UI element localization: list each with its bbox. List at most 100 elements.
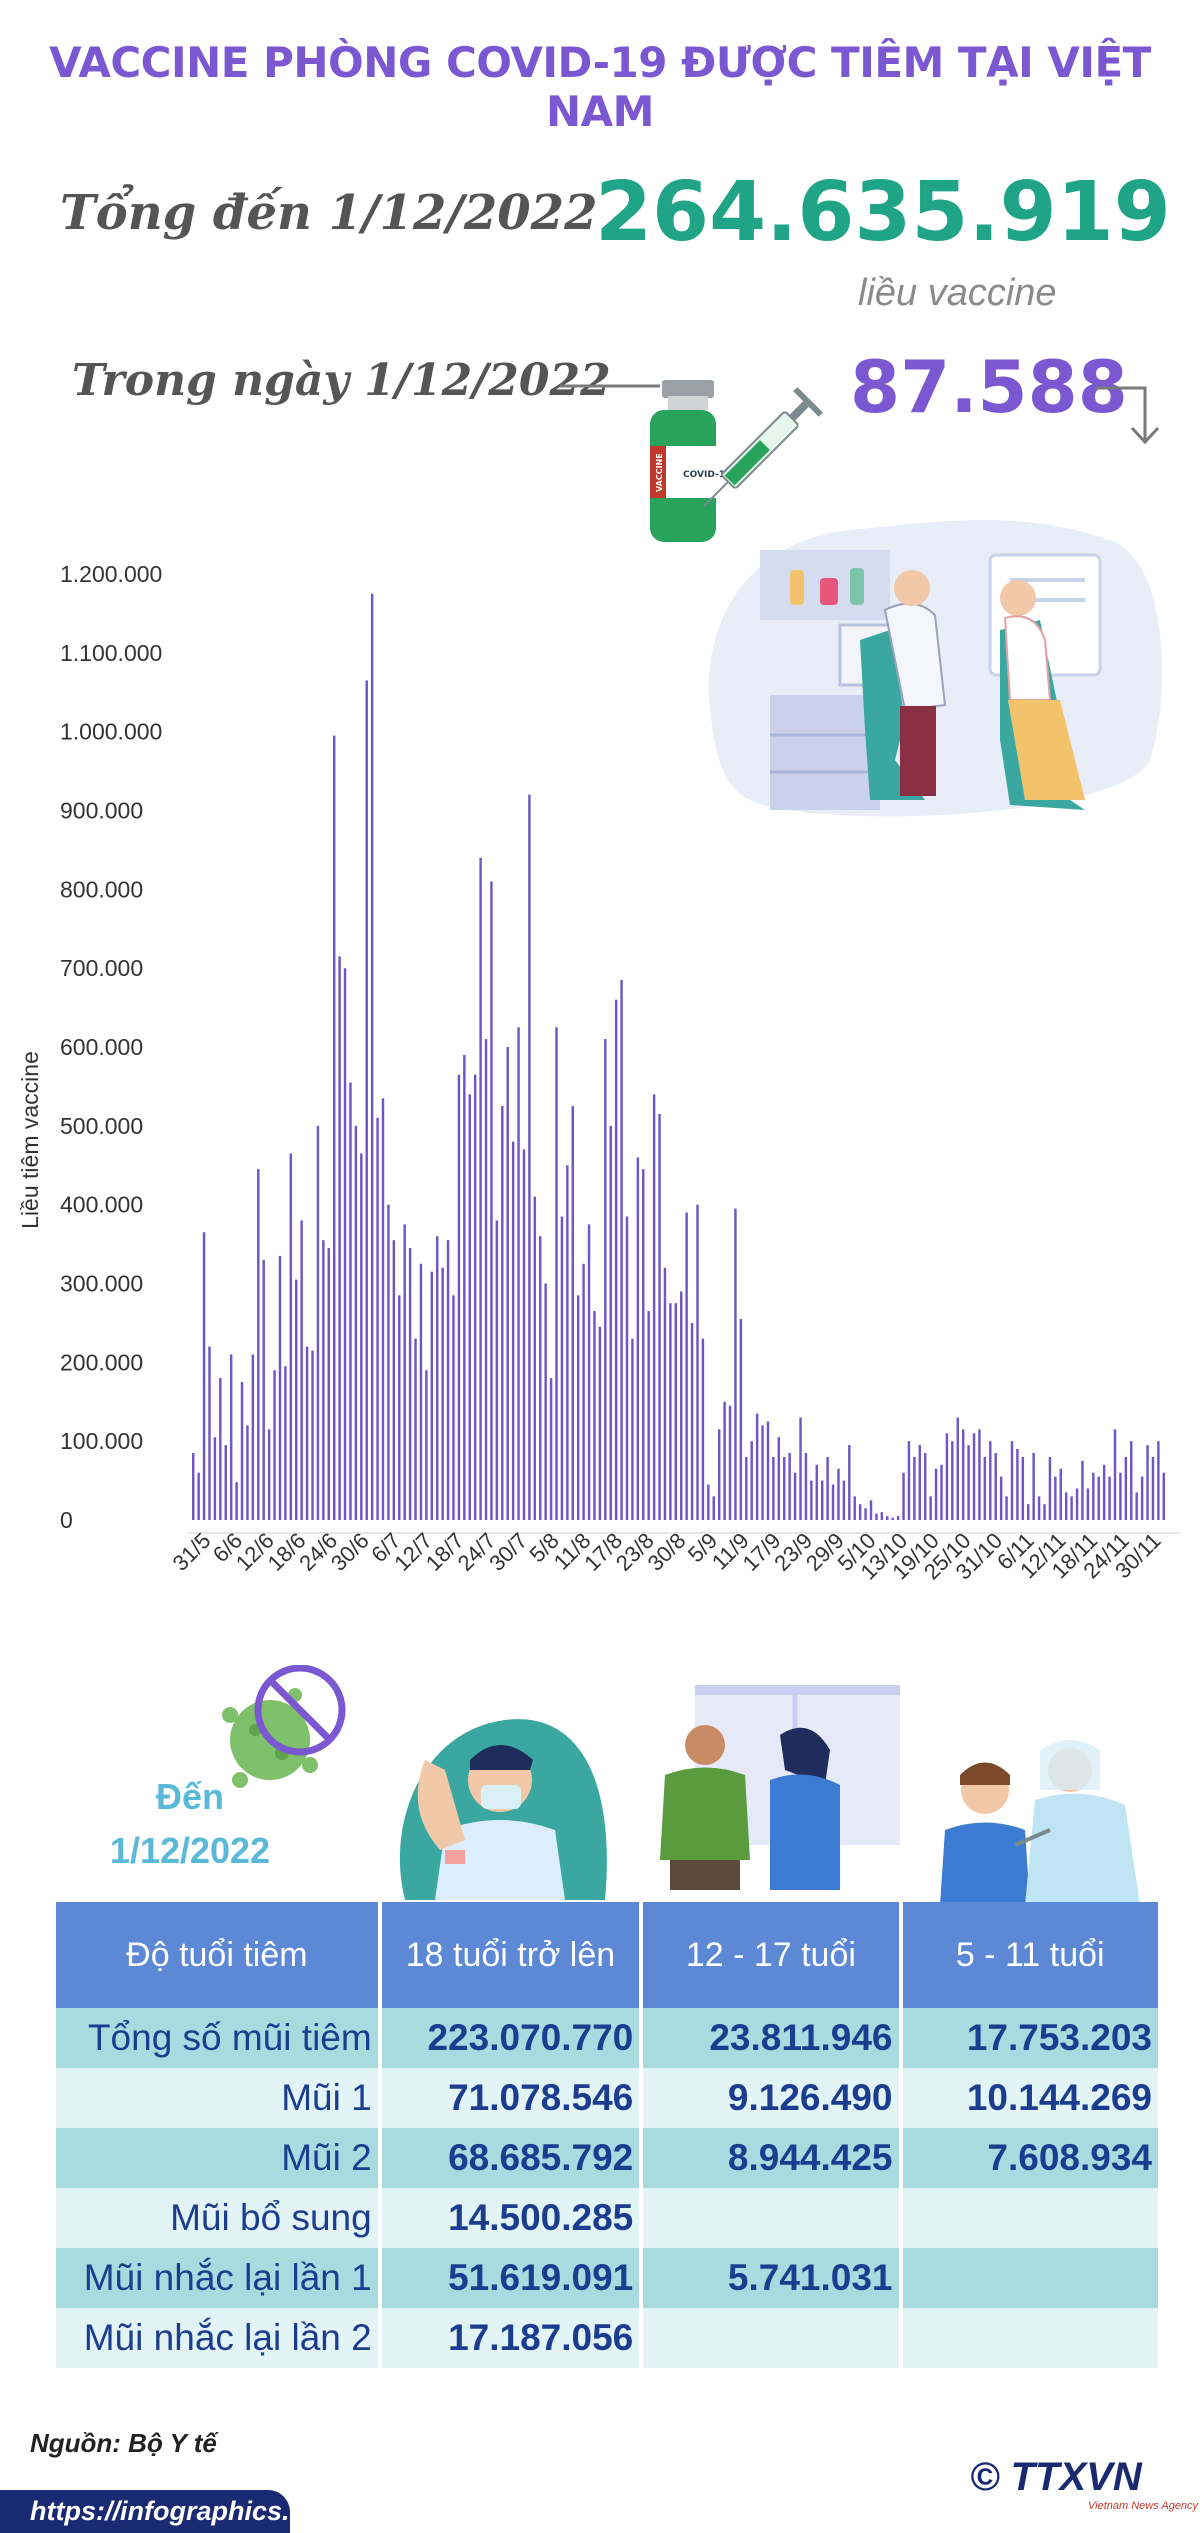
chart-bar (913, 1456, 916, 1520)
chart-bar (869, 1500, 873, 1520)
page-title: VACCINE PHÒNG COVID-19 ĐƯỢC TIÊM TẠI VIỆ… (49, 38, 1151, 136)
row-label: Mũi bổ sung (56, 2188, 378, 2248)
logo-subtitle: Vietnam News Agency (1088, 2500, 1199, 2512)
chart-bar (1043, 1504, 1046, 1520)
chart-bar (696, 1204, 699, 1520)
header-teen: 12 - 17 tuổi (643, 1902, 899, 2008)
chart-bar (311, 1350, 314, 1520)
chart-bar (539, 1236, 542, 1520)
chart-bar (1157, 1441, 1160, 1520)
chart-bar (609, 1125, 612, 1520)
table-row: Mũi nhắc lại lần 2 17.187.056 (56, 2308, 1158, 2368)
chart-bar (625, 1216, 629, 1520)
cell-teen (643, 2308, 899, 2368)
cell-child (902, 2188, 1158, 2248)
patient-figure (1000, 580, 1036, 616)
chart-bar (332, 735, 336, 1520)
chart-bar (951, 1441, 954, 1520)
down-arrow-icon (1095, 386, 1160, 445)
chart-bar (501, 1106, 504, 1521)
y-tick-label: 400.000 (60, 1192, 143, 1218)
chart-bar (777, 1437, 781, 1520)
chart-bar (235, 1482, 238, 1520)
source-note: Nguồn: Bộ Y tế (30, 2428, 217, 2458)
chart-bar (788, 1452, 791, 1520)
cell-child (902, 2248, 1158, 2308)
chart-bar (880, 1512, 884, 1520)
chart-bar (929, 1496, 932, 1520)
chart-bar (208, 1346, 211, 1520)
chart-bar (414, 1338, 417, 1520)
teen-vaccinated-illustration (660, 1685, 900, 1890)
chart-bar (864, 1508, 867, 1520)
row-label: Mũi nhắc lại lần 1 (56, 2248, 378, 2308)
chart-bar (549, 1378, 553, 1520)
chart-bar (381, 1098, 385, 1520)
chart-bar (1054, 1476, 1057, 1520)
chart-bar (924, 1452, 927, 1520)
chart-bar (902, 1472, 905, 1520)
chart-bar (1140, 1476, 1144, 1520)
chart-bar (522, 1149, 526, 1520)
chart-bar (1032, 1452, 1035, 1520)
site-link[interactable]: https://infographics.vn (30, 2496, 322, 2526)
y-tick-label: 0 (60, 1507, 73, 1533)
chart-bar (1081, 1460, 1084, 1521)
chart-bar (338, 956, 341, 1520)
cell-teen: 9.126.490 (643, 2068, 899, 2128)
chart-bar (1108, 1476, 1111, 1520)
chart-bar (295, 1279, 298, 1520)
chart-bar (495, 1220, 499, 1520)
chart-bar (956, 1417, 959, 1520)
chart-bar (1119, 1472, 1122, 1520)
chart-bar (663, 1267, 667, 1520)
chart-bar (891, 1517, 894, 1520)
chart-bar (1124, 1456, 1128, 1520)
chart-bar (370, 593, 374, 1520)
y-tick-label: 600.000 (60, 1034, 143, 1060)
chart-bar (642, 1169, 645, 1520)
chart-bar (620, 979, 623, 1520)
table-row: Mũi 1 71.078.546 9.126.490 10.144.269 (56, 2068, 1158, 2128)
header-child: 5 - 11 tuổi (902, 1902, 1158, 2008)
chart-bar (772, 1456, 775, 1520)
chart-bar (267, 1429, 271, 1520)
chart-bar (1162, 1472, 1166, 1520)
y-tick-label: 500.000 (60, 1113, 143, 1139)
chart-bar (1027, 1504, 1030, 1520)
chart-bar (826, 1456, 829, 1520)
chart-bar (425, 1370, 428, 1520)
chart-bar (723, 1401, 726, 1520)
chart-bar (701, 1338, 705, 1520)
chart-bar (327, 1248, 330, 1520)
virus-no-icon (222, 1665, 346, 1788)
chart-bar (300, 1220, 303, 1520)
chart-bar (473, 1074, 477, 1520)
chart-bar (202, 1232, 206, 1520)
chart-bar (533, 1196, 537, 1520)
daily-doses-chart: Liều tiêm vaccine 1.200.000 1.100.000 1.00… (17, 561, 1180, 1584)
since-word: Đến (155, 1776, 224, 1817)
chart-bar (229, 1354, 233, 1520)
y-tick-label: 700.000 (60, 955, 143, 981)
chart-bar (1151, 1456, 1155, 1520)
chart-bar (820, 1480, 824, 1520)
chart-bar (1075, 1488, 1079, 1520)
chart-bar (479, 857, 482, 1520)
x-tick-label: 31/5 (168, 1528, 216, 1576)
chart-bar (408, 1248, 412, 1520)
cell-teen: 5.741.031 (643, 2248, 899, 2308)
vial-label-covid: COVID-19 (683, 470, 731, 480)
chart-bars (192, 593, 1166, 1521)
y-tick-label: 200.000 (60, 1349, 143, 1375)
chart-bar (224, 1445, 227, 1520)
y-tick-label: 1.000.000 (60, 719, 162, 745)
chart-bar (566, 1165, 569, 1520)
chart-bar (999, 1476, 1003, 1520)
vaccination-stats-table: Độ tuổi tiêm 18 tuổi trở lên 12 - 17 tuổ… (52, 1902, 1162, 2368)
vial-label-vaccine: VACCINE (655, 453, 664, 492)
chart-bar (690, 1322, 694, 1520)
row-label: Tổng số mũi tiêm (56, 2008, 378, 2068)
chart-bar (604, 1039, 607, 1520)
chart-bar (1097, 1476, 1100, 1520)
